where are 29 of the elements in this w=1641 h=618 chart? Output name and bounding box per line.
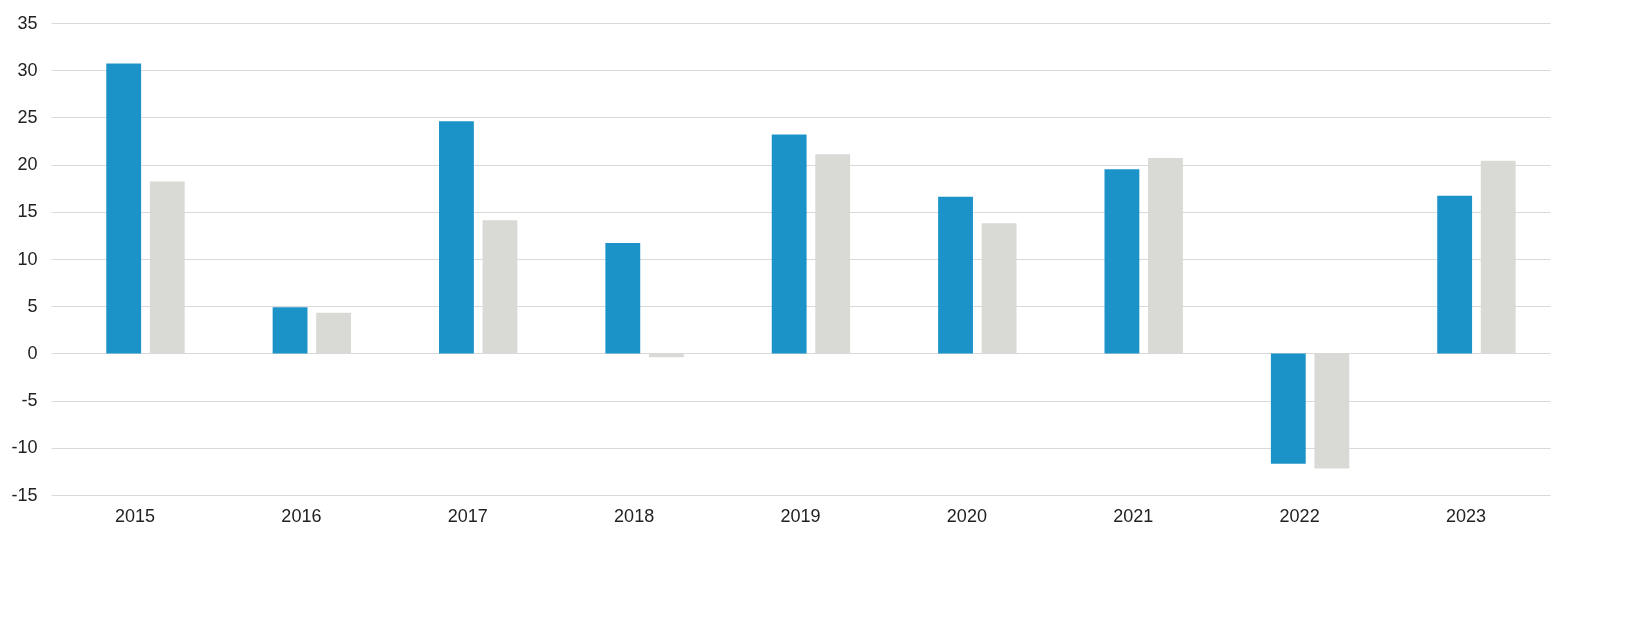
bar [605, 242, 641, 354]
y-tick-label: -10 [11, 437, 38, 458]
bar [439, 121, 474, 354]
y-tick-label: 25 [17, 106, 38, 127]
bar [1270, 353, 1306, 464]
bar [106, 63, 142, 354]
y-tick-label: 30 [17, 59, 38, 80]
x-tick-label: 2015 [114, 505, 156, 526]
y-tick-label: 5 [27, 295, 38, 316]
bar [1437, 195, 1473, 354]
bar [1104, 169, 1140, 354]
bar [938, 196, 973, 354]
y-tick-label: 20 [17, 154, 38, 175]
y-tick-label: 35 [17, 12, 38, 33]
x-tick-label: 2020 [946, 505, 987, 526]
bar [272, 307, 308, 354]
y-tick-label: 10 [17, 248, 38, 269]
y-tick-label: 0 [27, 342, 38, 363]
x-tick-label: 2022 [1279, 505, 1320, 526]
x-tick-label: 2023 [1445, 505, 1487, 526]
x-tick-label: 2017 [447, 505, 488, 526]
x-tick-label: 2021 [1113, 505, 1154, 526]
y-tick-label: -15 [11, 484, 38, 505]
y-tick-label: 15 [17, 201, 38, 222]
x-tick-label: 2016 [281, 505, 322, 526]
x-tick-label: 2018 [614, 505, 655, 526]
x-tick-label: 2019 [780, 505, 821, 526]
bar [771, 134, 807, 354]
y-tick-label: -5 [21, 390, 38, 411]
